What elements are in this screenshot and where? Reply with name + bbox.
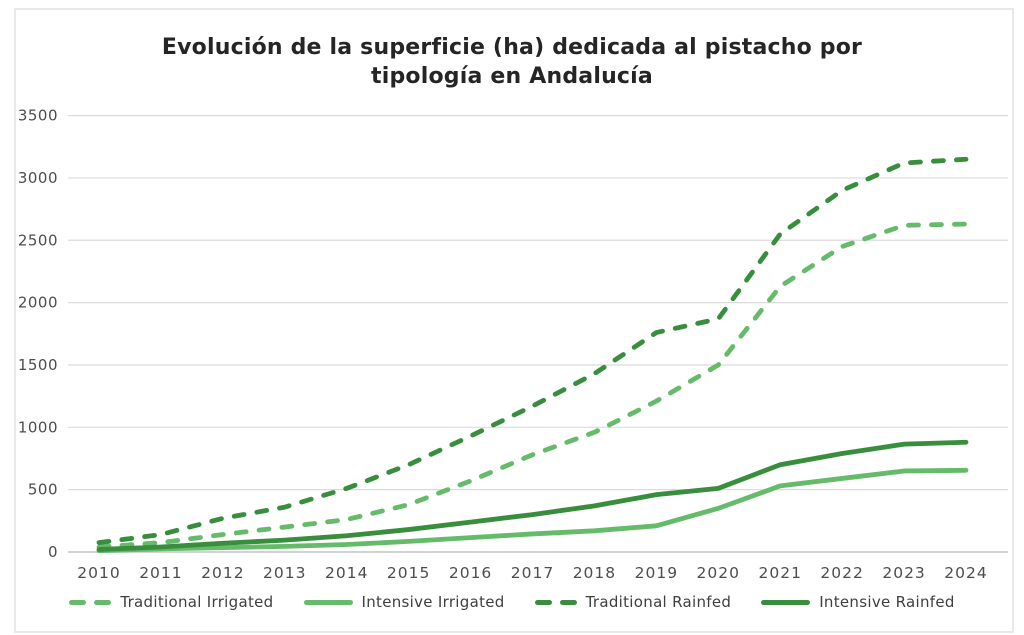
chart-title-line1: Evolución de la superficie (ha) dedicada… <box>161 35 863 60</box>
legend-dashed-line-light-icon <box>69 599 112 605</box>
chart-title: Evolución de la superficie (ha) dedicada… <box>0 33 1024 91</box>
x-tick-label-2018: 2018 <box>573 564 616 582</box>
x-tick-label-2017: 2017 <box>511 564 554 582</box>
x-tick-label-2016: 2016 <box>449 564 492 582</box>
legend-item-traditional-irrigated: Traditional Irrigated <box>69 593 273 611</box>
x-tick-label-2013: 2013 <box>263 564 306 582</box>
x-tick-label-2015: 2015 <box>387 564 430 582</box>
x-tick-label-2014: 2014 <box>325 564 368 582</box>
legend-solid-line-dark-icon <box>761 599 811 605</box>
y-tick-label-2000: 2000 <box>18 294 58 312</box>
legend-item-intensive-irrigated: Intensive Irrigated <box>303 593 505 611</box>
legend-swatch-segment <box>303 599 353 605</box>
legend-dashed-line-dark-icon <box>534 599 577 605</box>
x-tick-label-2023: 2023 <box>882 564 925 582</box>
legend-swatch-segment <box>559 599 577 605</box>
y-tick-label-1000: 1000 <box>18 418 58 436</box>
x-tick-label-2021: 2021 <box>758 564 801 582</box>
y-tick-label-2500: 2500 <box>18 231 58 249</box>
legend-swatch-segment <box>69 599 87 605</box>
legend-label: Traditional Irrigated <box>120 593 274 611</box>
x-tick-label-2022: 2022 <box>820 564 863 582</box>
y-tick-label-3000: 3000 <box>18 169 58 187</box>
legend-label: Intensive Irrigated <box>361 593 505 611</box>
series-line-traditional-rainfed <box>96 156 969 546</box>
legend-label: Traditional Rainfed <box>585 593 732 611</box>
series-line-intensive-rainfed <box>96 439 969 552</box>
y-tick-label-3500: 3500 <box>18 107 58 125</box>
legend-swatch-segment <box>534 599 552 605</box>
y-tick-label-0: 0 <box>48 543 58 561</box>
legend-solid-line-light-icon <box>303 599 353 605</box>
legend: Traditional Irrigated Intensive Irrigate… <box>0 593 1024 611</box>
x-tick-label-2012: 2012 <box>201 564 244 582</box>
legend-label: Intensive Rainfed <box>819 593 955 611</box>
x-tick-label-2019: 2019 <box>635 564 678 582</box>
legend-item-traditional-rainfed: Traditional Rainfed <box>534 593 732 611</box>
x-tick-label-2024: 2024 <box>944 564 987 582</box>
legend-item-intensive-rainfed: Intensive Rainfed <box>761 593 955 611</box>
legend-swatch-segment <box>761 599 811 605</box>
x-tick-label-2011: 2011 <box>139 564 182 582</box>
series-line-intensive-irrigated <box>96 467 969 554</box>
x-tick-label-2020: 2020 <box>697 564 740 582</box>
y-tick-label-500: 500 <box>28 481 58 499</box>
legend-swatch-segment <box>94 599 112 605</box>
y-tick-label-1500: 1500 <box>18 356 58 374</box>
series-line-traditional-irrigated <box>96 221 969 550</box>
chart-title-line2: tipología en Andalucía <box>371 64 653 89</box>
x-tick-label-2010: 2010 <box>77 564 120 582</box>
